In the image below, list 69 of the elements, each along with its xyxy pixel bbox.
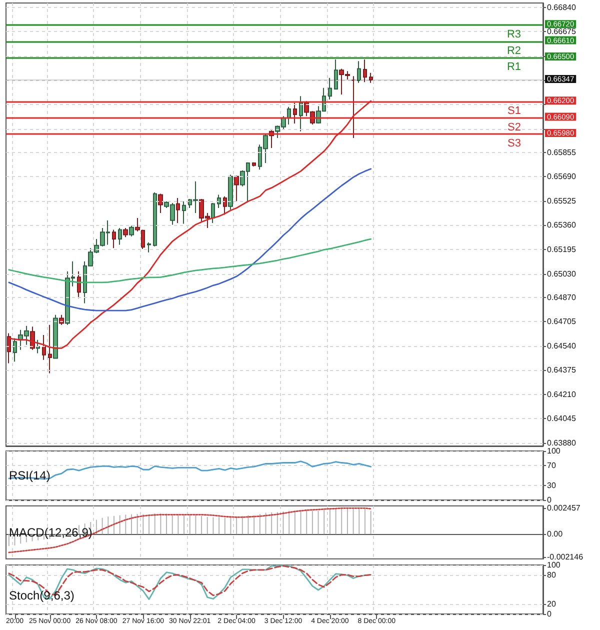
ref-line-label: S2 bbox=[508, 121, 521, 134]
candlestick bbox=[118, 228, 122, 246]
y-tick-label: -0.002146 bbox=[547, 552, 584, 562]
y-tick-label: 0.65525 bbox=[547, 196, 576, 206]
candlestick bbox=[182, 200, 186, 224]
line-series bbox=[8, 460, 372, 480]
candlestick bbox=[112, 229, 116, 249]
candlestick bbox=[334, 59, 338, 90]
ref-line-label: S3 bbox=[508, 137, 521, 150]
y-tick-label: 0.66840 bbox=[547, 2, 576, 12]
candlestick bbox=[59, 314, 64, 326]
y-tick-label: 0.65690 bbox=[547, 172, 576, 182]
candlestick bbox=[42, 334, 46, 360]
y-tick-label: 20 bbox=[547, 600, 556, 609]
candlestick bbox=[30, 326, 35, 350]
y-tick-label: 0 bbox=[547, 496, 552, 504]
y-tick-label: 0.63880 bbox=[547, 438, 576, 448]
ref-line-label: R2 bbox=[506, 44, 521, 57]
candlestick bbox=[228, 174, 233, 210]
candlestick bbox=[153, 192, 157, 247]
candlestick bbox=[77, 270, 81, 299]
y-tick-label: 0.64540 bbox=[547, 341, 576, 350]
candlestick bbox=[293, 102, 297, 124]
y-tick-label: 0.64705 bbox=[547, 317, 576, 326]
y-tick-label: 0.65195 bbox=[547, 244, 576, 254]
y-tick-label: 100 bbox=[547, 560, 561, 570]
y-tick-label: 30 bbox=[547, 480, 556, 490]
candlestick bbox=[176, 197, 180, 224]
candlestick bbox=[299, 96, 303, 132]
candlestick bbox=[328, 77, 332, 100]
y-tick-label: 0.64045 bbox=[547, 414, 576, 424]
candlestick bbox=[217, 194, 221, 208]
legend-label: R3 bbox=[506, 28, 521, 41]
candlestick bbox=[36, 339, 40, 354]
y-tick-label: 0.66675 bbox=[547, 27, 576, 36]
candlestick bbox=[158, 193, 163, 214]
candlestick bbox=[123, 228, 128, 238]
candlestick bbox=[351, 76, 356, 138]
line-series bbox=[8, 507, 372, 554]
y-tick-label: 0.002457 bbox=[547, 503, 581, 512]
y-tick-label: 0.64210 bbox=[547, 390, 576, 399]
y-tick-label: 0.64870 bbox=[547, 292, 576, 302]
y-tick-label: 0.00 bbox=[547, 530, 564, 539]
candlestick bbox=[287, 106, 291, 126]
candlestick bbox=[252, 162, 256, 167]
candlestick bbox=[53, 314, 58, 359]
ref-line-label: R1 bbox=[506, 60, 521, 73]
candlestick bbox=[234, 175, 239, 202]
line-series bbox=[8, 168, 372, 312]
y-tick-label: 80 bbox=[547, 570, 556, 580]
candlestick bbox=[129, 225, 134, 237]
candlestick bbox=[369, 72, 373, 84]
ref-line-label: S1 bbox=[508, 105, 521, 118]
candlestick bbox=[357, 60, 361, 84]
y-tick-label: 70 bbox=[547, 461, 556, 470]
candlestick bbox=[147, 242, 151, 253]
candlestick bbox=[48, 324, 52, 374]
y-tick-label: 100 bbox=[547, 446, 561, 456]
y-tick-label: 0.65030 bbox=[547, 269, 576, 278]
candlestick bbox=[223, 196, 227, 216]
candlestick bbox=[363, 59, 367, 83]
y-tick-label: 0.65360 bbox=[547, 220, 576, 230]
y-tick-label: 0.65855 bbox=[547, 148, 576, 157]
line-series bbox=[8, 238, 372, 284]
candlestick bbox=[7, 332, 11, 364]
candlestick bbox=[211, 202, 215, 224]
y-tick-label: 0.64375 bbox=[547, 366, 576, 375]
y-tick-label: 0 bbox=[547, 610, 552, 618]
candlestick bbox=[13, 338, 17, 362]
